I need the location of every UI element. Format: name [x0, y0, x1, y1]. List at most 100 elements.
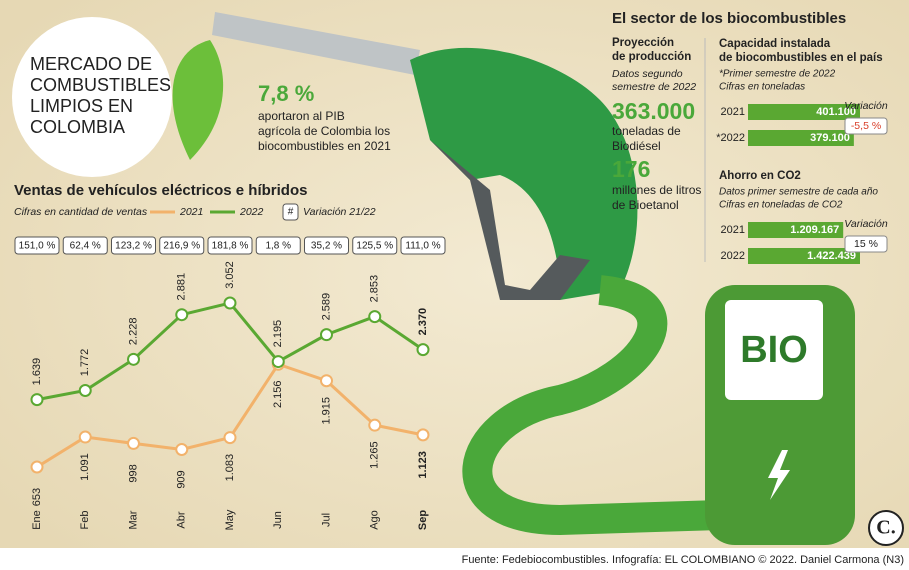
legend-variation-box	[282, 203, 299, 221]
data-label: 379.100	[810, 132, 850, 144]
legend-label: 2022	[239, 206, 264, 218]
nozzle-pipe	[212, 12, 420, 75]
legend-variation-label: Variación 21/22	[303, 206, 376, 218]
chart-subtitle: Cifras en cantidad de ventas	[14, 206, 148, 218]
logo: C.	[876, 517, 895, 539]
nozzle-handle	[430, 140, 590, 300]
projection-label: de Bioetanol	[612, 198, 679, 212]
x-tick-label: Sep	[417, 510, 429, 530]
point	[223, 296, 237, 310]
x-tick-label: Jul	[320, 513, 332, 527]
chart-title: Ahorro en CO2	[719, 170, 801, 182]
point	[416, 343, 430, 357]
variation-label: 123,2 %	[115, 241, 152, 252]
data-label: 1.091	[79, 453, 91, 481]
main-title: LIMPIOS EN	[30, 96, 133, 116]
title-circle	[12, 17, 172, 177]
y-tick-label: *2022	[716, 132, 745, 144]
data-label: 3.052	[224, 261, 236, 289]
data-label: 1.639	[31, 358, 43, 386]
main-title: COMBUSTIBLES	[30, 75, 171, 95]
variation-box	[207, 236, 253, 255]
variation-box	[14, 236, 60, 255]
x-tick-label: Mar	[127, 510, 139, 529]
variation-label: 216,9 %	[163, 241, 200, 252]
point	[30, 393, 44, 407]
sector-title: El sector de los biocombustibles	[612, 10, 846, 27]
main-title: COLOMBIA	[30, 117, 125, 137]
data-label: 909	[176, 470, 188, 488]
data-label: 2.195	[272, 320, 284, 348]
point	[175, 308, 189, 322]
chart-note: Cifras en toneladas	[719, 82, 805, 93]
main-title: MERCADO DE	[30, 54, 152, 74]
data-label: 2.881	[176, 273, 188, 301]
legend-variation-symbol: #	[288, 207, 294, 218]
data-label: 1.123	[417, 451, 429, 479]
variation-box	[255, 236, 301, 255]
chart-note: Cifras en toneladas de CO2	[719, 200, 843, 211]
data-label: 401.100	[816, 106, 856, 118]
x-tick-label: Jun	[272, 511, 284, 529]
variation-box	[304, 236, 349, 255]
projection-note: Datos segundo	[612, 68, 683, 80]
x-tick-label: May	[224, 509, 236, 530]
data-label: 1.915	[320, 397, 332, 425]
pib-value: 7,8 %	[258, 81, 314, 106]
bolt	[768, 450, 790, 500]
variation-box	[352, 236, 398, 255]
chart-title: Capacidad instalada	[719, 38, 831, 50]
nozzle-body	[410, 47, 638, 300]
legend-label: 2021	[179, 206, 203, 218]
logo-circle	[868, 510, 904, 546]
projection-label: Biodiésel	[612, 139, 661, 153]
chart-title: de biocombustibles en el país	[719, 52, 883, 64]
bio-screen	[725, 300, 823, 400]
bar	[748, 222, 844, 238]
source: Fuente: Fedebiocombustibles. Infografía:…	[462, 554, 904, 566]
bar	[748, 130, 854, 146]
variation-box	[844, 235, 888, 253]
point	[78, 430, 92, 444]
data-label: 1.772	[79, 349, 91, 377]
bar	[748, 104, 860, 120]
variation-label: -5,5 %	[851, 120, 881, 132]
projection-value: 176	[612, 156, 650, 182]
data-label: 2.228	[127, 318, 139, 346]
variation-title: Variación	[844, 218, 888, 230]
data-label: 2.853	[369, 275, 381, 303]
point	[271, 355, 285, 369]
projection-label: millones de litros	[612, 183, 701, 197]
chart-note: *Primer semestre de 2022	[719, 69, 836, 80]
leaf	[172, 40, 224, 160]
x-tick-label: Ene	[31, 510, 43, 530]
projection-title: Proyección	[612, 37, 674, 49]
variation-label: 35,2 %	[311, 241, 342, 252]
point	[320, 328, 333, 342]
y-tick-label: 2022	[721, 250, 745, 262]
projection-note: semestre de 2022	[612, 81, 696, 93]
variation-label: 151,0 %	[19, 241, 56, 252]
chart-title: Ventas de vehículos eléctricos e híbrido…	[14, 182, 307, 199]
data-label: 2.589	[320, 293, 332, 321]
variation-label: 1,8 %	[265, 241, 291, 252]
y-tick-label: 2021	[721, 224, 745, 236]
variation-label: 15 %	[854, 238, 878, 250]
bio-label: BIO	[740, 329, 808, 371]
data-label: 1.209.167	[790, 224, 839, 236]
point	[368, 310, 382, 324]
point	[416, 428, 430, 442]
data-label: 1.422.439	[807, 250, 856, 262]
projection-label: toneladas de	[612, 124, 681, 138]
point	[78, 384, 92, 398]
variation-title: Variación	[844, 100, 888, 112]
variation-label: 111,0 %	[405, 241, 440, 252]
variation-label: 62,4 %	[70, 241, 101, 252]
point	[368, 418, 382, 432]
point	[30, 460, 44, 474]
bar	[748, 248, 860, 264]
chart-note: Datos primer semestre de cada año	[719, 187, 878, 198]
variation-label: 181,8 %	[212, 241, 249, 252]
projection-value: 363.000	[612, 98, 695, 124]
